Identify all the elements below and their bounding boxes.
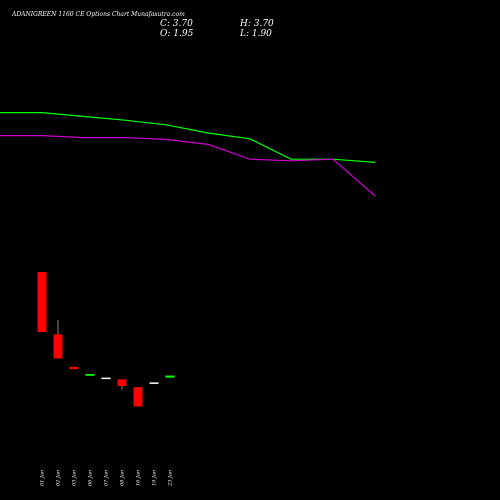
series-line-1 — [0, 111, 376, 163]
candle-body — [101, 377, 111, 380]
x-tick-label: 16 Jan — [136, 470, 142, 486]
close-value: C: 3.70 — [160, 19, 193, 29]
x-tick-label: 06 Jan — [88, 470, 94, 486]
candle — [133, 387, 143, 407]
candle-body — [85, 374, 95, 376]
candles — [37, 272, 175, 407]
candle — [85, 374, 95, 376]
candle — [165, 375, 175, 378]
candle-body — [117, 379, 127, 386]
candle-body — [165, 375, 175, 378]
candle — [149, 382, 159, 384]
candle — [101, 377, 111, 380]
candle-body — [37, 272, 47, 332]
x-tick-label: 03 Jan — [72, 470, 78, 486]
x-tick-label: 19 Jan — [152, 470, 158, 486]
x-tick-label: 02 Jan — [56, 470, 62, 486]
moving-average-lines — [0, 111, 376, 197]
candle — [69, 366, 79, 370]
x-tick-label: 01 Jan — [40, 470, 46, 486]
candle — [37, 272, 47, 332]
candle-body — [69, 366, 79, 370]
x-tick-label: 08 Jan — [120, 470, 126, 486]
candle-body — [53, 334, 63, 359]
open-value: O: 1.95 — [160, 29, 194, 39]
candle-body — [149, 382, 159, 384]
candle — [117, 379, 127, 390]
x-axis-labels: 01 Jan 02 Jan 03 Jan 06 Jan 07 Jan 08 Jan 16 J… — [40, 470, 174, 487]
high-value: H: 3.70 — [240, 19, 274, 29]
low-value: L: 1.90 — [240, 29, 272, 39]
x-tick-label: 07 Jan — [104, 470, 110, 486]
series-line-2 — [0, 135, 376, 197]
x-tick-label: 23 Jan — [168, 470, 174, 487]
chart-title: ADANIGREEN 1160 CE Options Chart Munafas… — [12, 11, 185, 18]
candle — [53, 320, 63, 359]
candle-body — [133, 387, 143, 407]
